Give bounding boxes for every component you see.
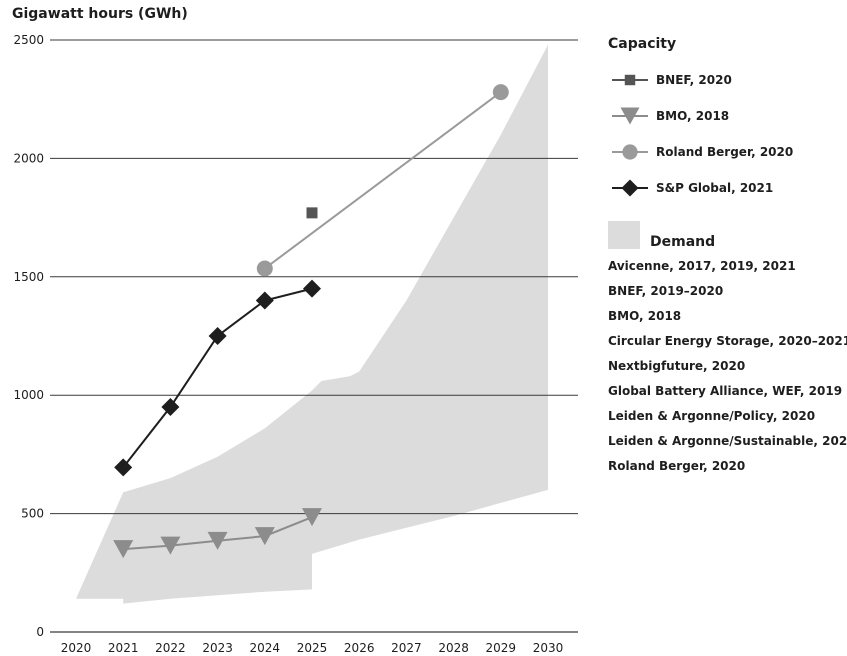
data-point: [306, 207, 318, 219]
legend-item: BNEF, 2020: [608, 62, 844, 98]
x-tick-label: 2021: [108, 641, 139, 655]
x-tick-label: 2027: [391, 641, 422, 655]
legend-label: BNEF, 2020: [656, 73, 732, 87]
legend-label: BMO, 2018: [656, 109, 730, 123]
demand-source: Leiden & Argonne/Sustainable, 2020: [608, 434, 847, 448]
demand-source: Avicenne, 2017, 2019, 2021: [608, 259, 796, 273]
data-point: [303, 279, 321, 298]
x-tick-label: 2024: [250, 641, 281, 655]
series-line: [264, 91, 502, 270]
demand-label: Demand: [650, 234, 716, 250]
y-tick-label: 1000: [13, 388, 44, 402]
data-point: [256, 260, 273, 277]
data-point: [302, 508, 322, 527]
data-point: [255, 291, 274, 310]
demand-source: BMO, 2018: [608, 309, 682, 323]
legend-marker: [622, 144, 638, 160]
x-tick-label: 2028: [438, 641, 469, 655]
data-point: [113, 540, 134, 559]
legend-item: BMO, 2018: [608, 98, 844, 134]
demand-source: Leiden & Argonne/Policy, 2020: [608, 409, 816, 423]
y-tick-label: 2500: [13, 33, 44, 47]
legend-title: Capacity: [608, 36, 677, 52]
x-tick-label: 2026: [344, 641, 375, 655]
legend-demand: Demand: [608, 220, 844, 250]
y-tick-label: 500: [21, 507, 44, 521]
legend: Capacity BNEF, 2020 BMO, 2018 Roland Berge…: [608, 36, 847, 479]
legend-label: Roland Berger, 2020: [656, 145, 794, 159]
data-point: [492, 84, 509, 101]
demand-source: Circular Energy Storage, 2020–2021: [608, 334, 847, 348]
demand-source: Nextbigfuture, 2020: [608, 359, 746, 373]
legend-marker: [621, 179, 639, 197]
data-point: [161, 398, 180, 417]
x-tick-label: 2025: [297, 641, 328, 655]
y-tick-label: 1500: [13, 270, 44, 284]
x-tick-label: 2029: [486, 641, 517, 655]
data-point: [208, 327, 227, 345]
y-tick-label: 0: [36, 625, 44, 639]
legend-label: S&P Global, 2021: [656, 181, 774, 195]
legend-symbol: [612, 179, 648, 197]
demand-source: BNEF, 2019–2020: [608, 284, 724, 298]
legend-marker: [624, 74, 636, 86]
demand-swatch: [608, 221, 640, 249]
legend-item: S&P Global, 2021: [608, 170, 844, 206]
data-point: [207, 531, 228, 550]
demand-source: Roland Berger, 2020: [608, 459, 746, 473]
x-tick-label: 2023: [202, 641, 233, 655]
legend-item: Roland Berger, 2020: [608, 134, 844, 170]
legend-symbol: [612, 74, 648, 86]
y-axis-title: Gigawatt hours (GWh): [12, 6, 188, 22]
legend-marker: [620, 107, 640, 125]
x-tick-label: 2022: [155, 641, 186, 655]
legend-symbol: [612, 144, 648, 160]
demand-band: [76, 44, 548, 604]
chart-plot: 0 500 1000 1500 2000 2500 2020 2021 2022 2023 2024…: [13, 33, 578, 655]
data-point: [160, 536, 181, 555]
x-tick-label: 2030: [533, 641, 564, 655]
demand-source: Global Battery Alliance, WEF, 2019: [608, 384, 843, 398]
legend-symbol: [612, 107, 648, 125]
data-point: [114, 458, 133, 477]
x-tick-label: 2020: [61, 641, 92, 655]
y-tick-label: 2000: [13, 151, 44, 165]
data-point: [254, 527, 275, 546]
